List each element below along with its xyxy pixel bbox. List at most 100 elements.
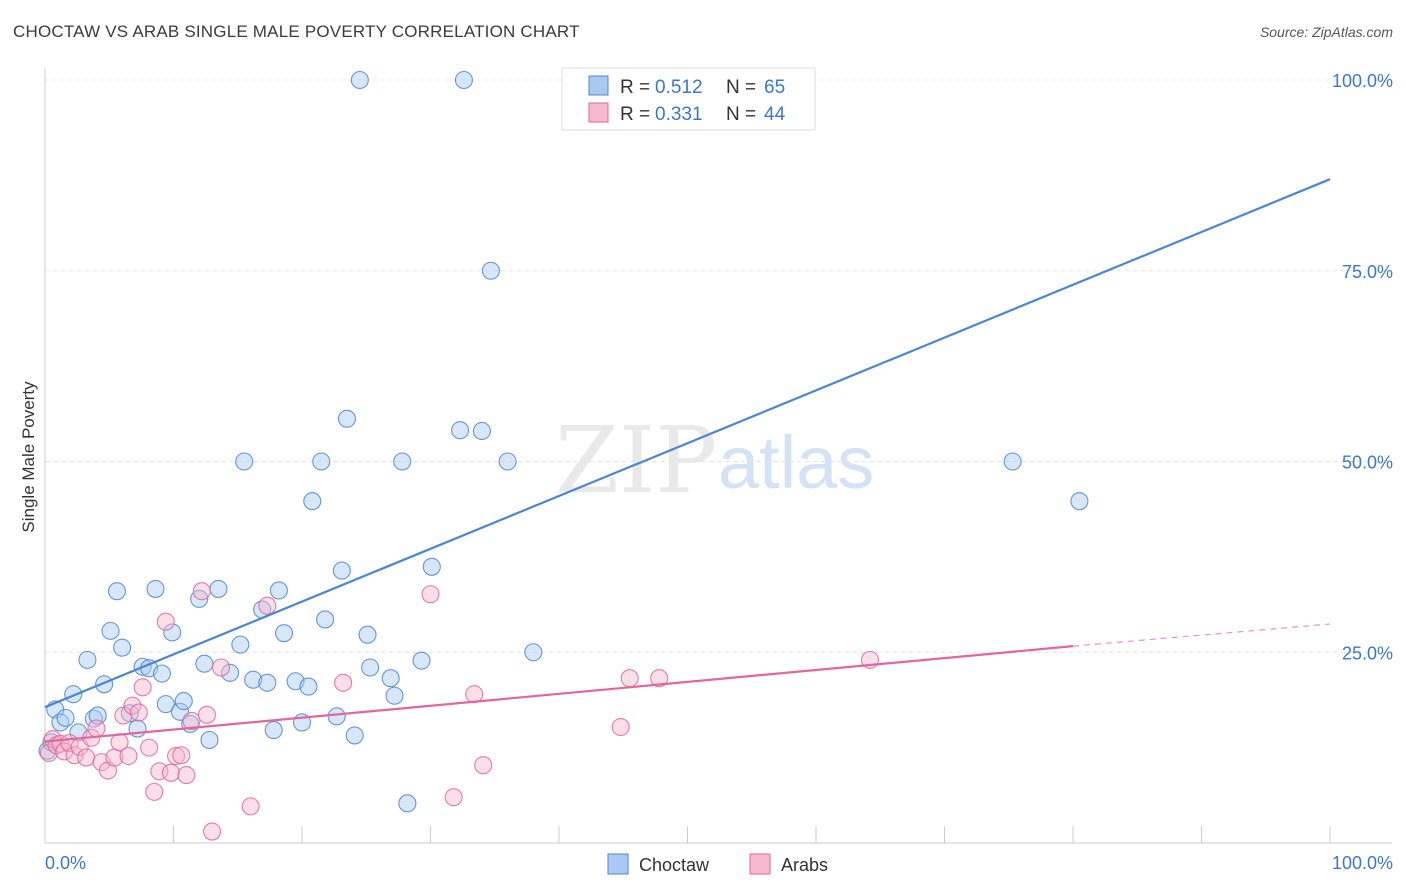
chart-title: CHOCTAW VS ARAB SINGLE MALE POVERTY CORR…: [13, 22, 580, 41]
choctaw-point: [299, 677, 318, 696]
arabs-point: [444, 788, 463, 807]
arabs-n-label: N =: [726, 104, 756, 125]
arabs-point: [123, 696, 142, 715]
arabs-point: [140, 738, 159, 757]
choctaw-point: [385, 686, 404, 705]
arabs-point: [156, 612, 175, 631]
watermark-zip: ZIP: [555, 407, 717, 514]
y-tick-label: 100.0%: [1332, 71, 1393, 91]
arabs-point: [167, 746, 186, 766]
choctaw-point: [235, 452, 254, 471]
choctaw-point: [88, 706, 107, 725]
arabs-point: [150, 762, 169, 781]
choctaw-point: [1070, 492, 1089, 511]
choctaw-point: [327, 707, 346, 726]
choctaw-point: [303, 492, 322, 511]
choctaw-point: [113, 638, 132, 657]
choctaw-point: [244, 670, 263, 689]
arabs-point: [172, 746, 191, 765]
choctaw-point: [451, 421, 470, 440]
choctaw-r-label: R =: [620, 77, 650, 98]
arabs-point: [77, 748, 96, 767]
arabs-point: [650, 669, 669, 688]
choctaw-point: [422, 557, 441, 576]
choctaw-point: [454, 70, 473, 90]
choctaw-point: [163, 623, 182, 642]
gridlines: 25.0% 50.0% 75.0% 100.0%: [45, 71, 1393, 663]
choctaw-point: [361, 658, 380, 677]
y-axis-label: Single Male Poverty: [19, 381, 38, 533]
arabs-point: [421, 585, 440, 604]
trend-lines: [44, 178, 1331, 743]
watermark-atlas: atlas: [718, 421, 874, 504]
choctaw-stat-swatch: [588, 75, 609, 96]
choctaw-point: [350, 70, 369, 90]
arabs-point: [474, 756, 493, 775]
choctaw-point: [412, 651, 431, 670]
choctaw-point: [101, 621, 120, 640]
choctaw-point: [498, 452, 517, 471]
arabs-point: [161, 763, 180, 782]
choctaw-point: [269, 581, 288, 600]
arabs-point: [620, 669, 639, 688]
choctaw-trend-line: [44, 178, 1331, 709]
arabs-r-value: 0.331: [655, 104, 703, 125]
legend-arabs-label: Arabs: [781, 855, 828, 875]
legend: Choctaw Arabs: [607, 853, 828, 875]
arabs-point: [114, 706, 133, 725]
stats-box: R = 0.512 N = 65 R = 0.331 N = 44: [561, 67, 816, 131]
choctaw-point: [264, 721, 283, 740]
arabs-point: [241, 797, 260, 816]
y-tick-label: 50.0%: [1342, 453, 1393, 473]
x-tick-label: 100.0%: [1332, 853, 1393, 873]
choctaw-point: [345, 726, 364, 745]
arabs-point: [177, 766, 196, 785]
choctaw-n-label: N =: [726, 77, 756, 98]
legend-choctaw-label: Choctaw: [639, 855, 710, 875]
choctaw-point: [398, 794, 417, 813]
choctaw-point: [337, 409, 357, 428]
arabs-point: [119, 746, 138, 766]
choctaw-point: [107, 582, 127, 601]
arabs-point: [133, 678, 152, 697]
arabs-point: [611, 717, 630, 737]
choctaw-point: [274, 624, 294, 643]
choctaw-point: [78, 650, 97, 669]
axes: 0.0% 100.0%: [44, 68, 1393, 873]
choctaw-point: [56, 708, 75, 727]
arabs-trend-extension: [1072, 623, 1331, 647]
choctaw-point: [258, 673, 277, 692]
arabs-point: [129, 703, 148, 722]
arabs-point: [258, 596, 277, 615]
choctaw-point: [200, 730, 219, 750]
arabs-stat-swatch: [588, 102, 609, 123]
choctaw-point: [472, 421, 491, 441]
arabs-point: [145, 782, 164, 801]
arabs-point: [87, 719, 106, 738]
choctaw-point: [152, 664, 171, 683]
choctaw-point: [481, 261, 500, 280]
arabs-point: [334, 673, 353, 692]
arabs-point: [197, 705, 216, 724]
arabs-r-label: R =: [620, 104, 650, 125]
choctaw-point: [381, 669, 400, 688]
choctaw-point: [358, 625, 377, 644]
arabs-point: [182, 711, 201, 730]
choctaw-point: [156, 695, 175, 714]
choctaw-point: [174, 692, 193, 711]
y-tick-label: 25.0%: [1342, 643, 1393, 663]
choctaw-point: [332, 561, 351, 580]
choctaw-point: [393, 452, 412, 471]
choctaw-point: [195, 654, 214, 673]
arabs-n-value: 44: [764, 104, 786, 125]
legend-arabs-swatch: [749, 853, 771, 875]
choctaw-point: [42, 733, 61, 752]
choctaw-n-value: 65: [764, 77, 785, 98]
choctaw-point: [1003, 452, 1022, 471]
x-tick-label: 0.0%: [45, 853, 86, 873]
y-tick-label: 75.0%: [1342, 262, 1393, 282]
choctaw-point: [209, 579, 228, 598]
choctaw-point: [146, 579, 165, 598]
arabs-trend-line: [44, 645, 1074, 743]
